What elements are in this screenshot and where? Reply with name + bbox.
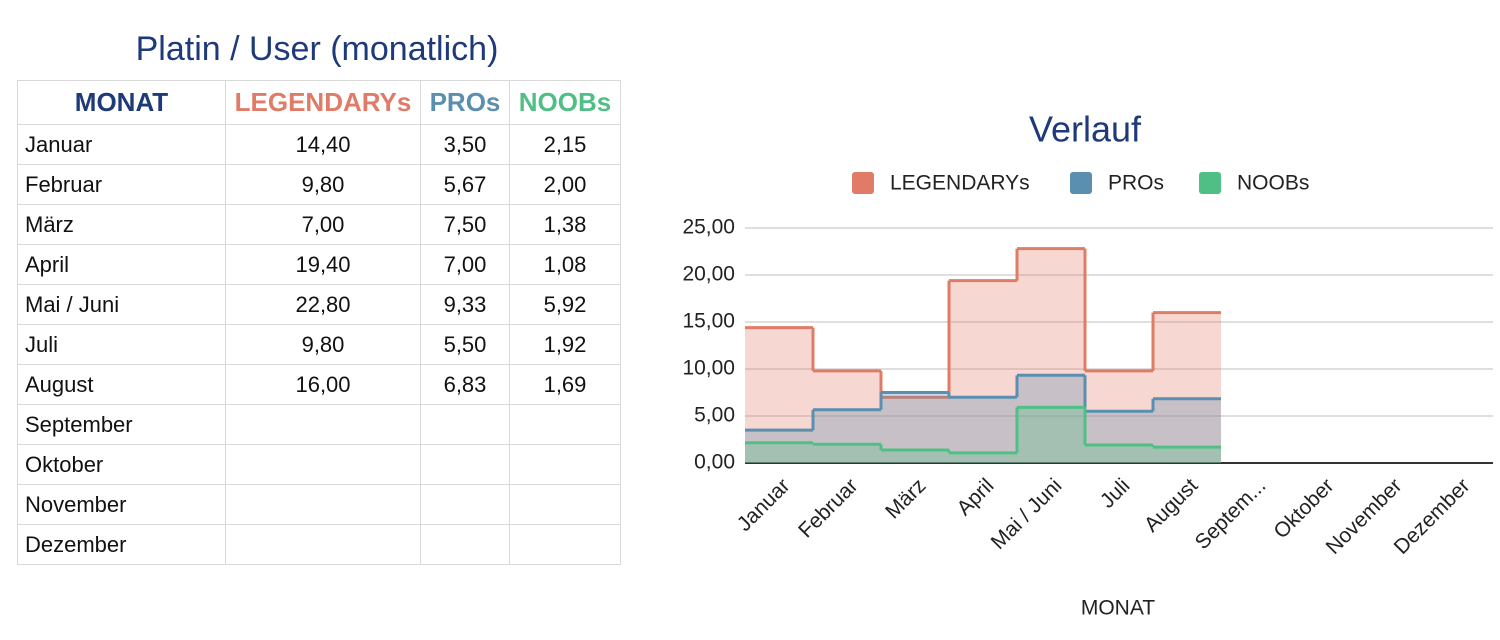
table-row: Dezember (17, 524, 621, 565)
area-step (813, 444, 881, 463)
cell: August (17, 364, 226, 405)
cell (509, 404, 621, 445)
table-row: Oktober (17, 444, 621, 485)
area-step (813, 370, 881, 463)
y-tick-label: 0,00 (694, 451, 735, 474)
area-step (813, 409, 881, 463)
cell: 6,83 (420, 364, 510, 405)
cell: November (17, 484, 226, 525)
cell: 3,50 (420, 124, 510, 165)
x-tick-label: Februar (794, 474, 862, 542)
area-step (1085, 444, 1153, 463)
cell: Januar (17, 124, 226, 165)
x-axis-label: MONAT (1081, 597, 1155, 620)
cell (225, 444, 421, 485)
y-tick-label: 10,00 (682, 357, 735, 380)
cell: 2,00 (509, 164, 621, 205)
cell (225, 524, 421, 565)
cell: 7,50 (420, 204, 510, 245)
cell: 9,80 (225, 164, 421, 205)
cell: 16,00 (225, 364, 421, 405)
chart-title: Verlauf (1029, 109, 1142, 150)
area-step (1085, 370, 1153, 463)
legend-swatch (1199, 172, 1221, 194)
legend-label: NOOBs (1237, 172, 1309, 195)
area-step (1153, 398, 1221, 463)
header-cell: NOOBs (509, 80, 621, 125)
area-step (1153, 312, 1221, 463)
data-table: MONAT LEGENDARYs PROs NOOBs Januar 14,40 3,50 2… (17, 80, 621, 565)
table-row: August 16,00 6,83 1,69 (17, 364, 621, 405)
cell (420, 444, 510, 485)
area-step (881, 450, 949, 463)
area-step (745, 430, 813, 463)
cell: 2,15 (509, 124, 621, 165)
cell: 7,00 (420, 244, 510, 285)
x-tick-label: April (952, 474, 998, 520)
cell: 9,33 (420, 284, 510, 325)
cell: Oktober (17, 444, 226, 485)
y-tick-label: 5,00 (694, 404, 735, 427)
cell (420, 524, 510, 565)
area-step (881, 397, 949, 463)
legend-swatch (852, 172, 874, 194)
cell: Februar (17, 164, 226, 205)
table-row: April 19,40 7,00 1,08 (17, 244, 621, 285)
table-row: März 7,00 7,50 1,38 (17, 204, 621, 245)
cell: 9,80 (225, 324, 421, 365)
area-step (1017, 375, 1085, 463)
y-tick-label: 20,00 (682, 263, 735, 286)
area-step (1017, 248, 1085, 463)
cell: 1,92 (509, 324, 621, 365)
cell (509, 524, 621, 565)
cell: 19,40 (225, 244, 421, 285)
cell (509, 484, 621, 525)
table-row: Mai / Juni 22,80 9,33 5,92 (17, 284, 621, 325)
cell: 14,40 (225, 124, 421, 165)
table-title: Platin / User (monatlich) (135, 30, 499, 68)
area-step (1017, 407, 1085, 463)
table-row: November (17, 484, 621, 525)
area-step (745, 442, 813, 463)
x-tick-label: Januar (733, 474, 795, 536)
header-cell: PROs (420, 80, 510, 125)
cell: Mai / Juni (17, 284, 226, 325)
cell: 7,00 (225, 204, 421, 245)
table-row: Juli 9,80 5,50 1,92 (17, 324, 621, 365)
cell: Dezember (17, 524, 226, 565)
y-tick-label: 15,00 (682, 310, 735, 333)
legend-label: PROs (1108, 172, 1164, 195)
cell: 5,92 (509, 284, 621, 325)
x-tick-label: August (1140, 474, 1203, 537)
cell: 1,38 (509, 204, 621, 245)
x-tick-label: Septem... (1191, 474, 1271, 554)
x-tick-label: Mai / Juni (987, 474, 1067, 554)
area-step (745, 327, 813, 463)
area-step (949, 452, 1017, 463)
cell (420, 484, 510, 525)
cell: 1,08 (509, 244, 621, 285)
area-step (949, 280, 1017, 463)
x-tick-label: März (881, 474, 930, 523)
cell: 22,80 (225, 284, 421, 325)
cell: September (17, 404, 226, 445)
x-tick-label: Juli (1096, 474, 1135, 513)
cell (225, 484, 421, 525)
area-step (1153, 447, 1221, 463)
y-tick-label: 25,00 (682, 216, 735, 239)
legend-swatch (1070, 172, 1092, 194)
area-step (1085, 411, 1153, 463)
x-tick-label: Oktober (1269, 474, 1338, 543)
legend-label: LEGENDARYs (890, 172, 1030, 195)
header-cell: MONAT (17, 80, 226, 125)
cell: 1,69 (509, 364, 621, 405)
table-row: Februar 9,80 5,67 2,00 (17, 164, 621, 205)
cell: 5,50 (420, 324, 510, 365)
table-row: Januar 14,40 3,50 2,15 (17, 124, 621, 165)
